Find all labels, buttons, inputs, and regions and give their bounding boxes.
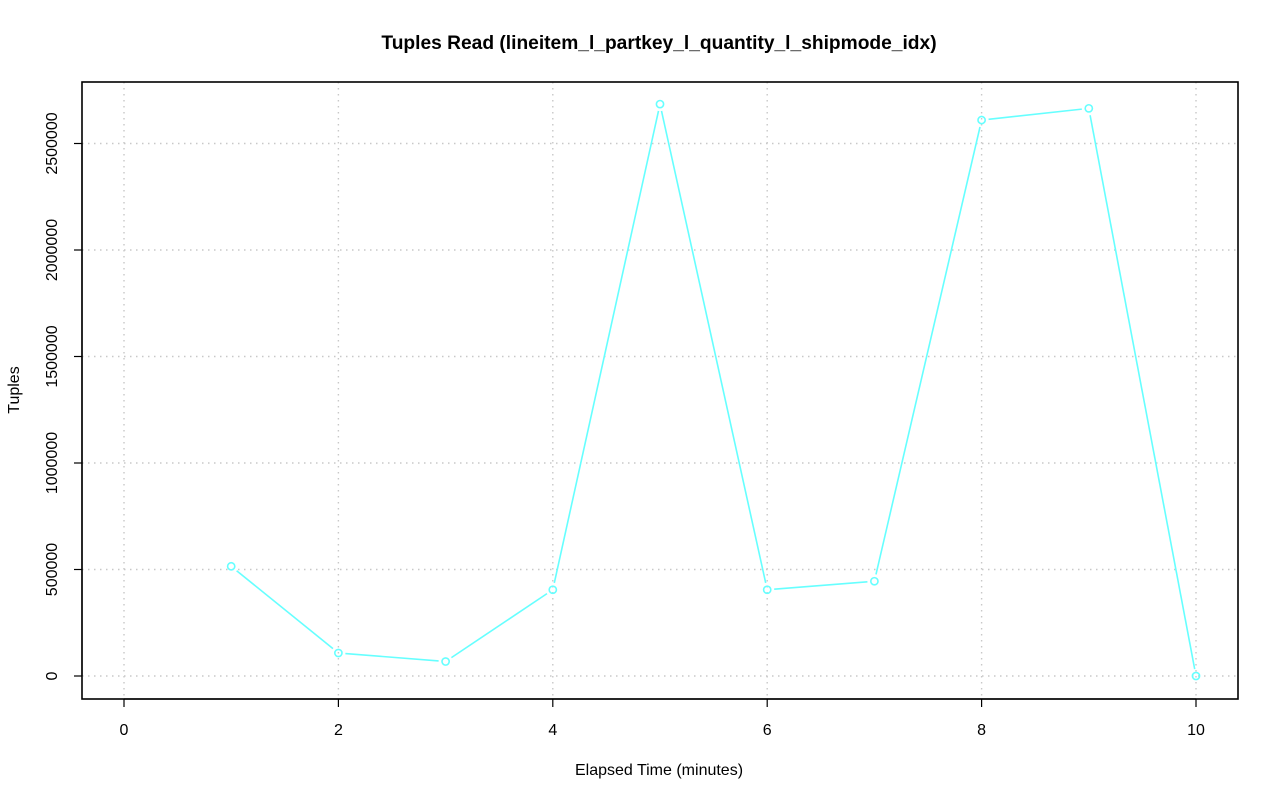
y-tick-label: 2000000 (44, 219, 61, 281)
series-line-segment (774, 580, 868, 590)
series-line-segment (450, 592, 548, 659)
y-axis-label: Tuples (6, 366, 23, 413)
x-tick-label: 8 (977, 722, 986, 739)
grid-lines (82, 82, 1238, 699)
series-line-segment (345, 652, 439, 662)
data-point-marker (977, 115, 986, 125)
data-point-marker (870, 576, 879, 586)
x-tick-label: 4 (548, 722, 557, 739)
x-tick-label: 0 (120, 722, 129, 739)
data-point-marker (548, 585, 558, 595)
plot-frame (81, 81, 1239, 700)
series-line-segment (553, 110, 660, 584)
x-axis-label: Elapsed Time (minutes) (575, 762, 743, 779)
data-point-marker (655, 99, 665, 109)
chart-title: Tuples Read (lineitem_l_partkey_l_quanti… (381, 33, 936, 54)
data-point-marker (441, 657, 450, 666)
y-tick-label: 500000 (44, 543, 61, 596)
x-tick-label: 2 (334, 722, 343, 739)
y-tick-label: 1000000 (44, 432, 61, 494)
y-tick-label: 0 (44, 671, 61, 680)
series-line-segment (660, 110, 767, 584)
data-series (226, 99, 1201, 681)
data-point-marker (1191, 671, 1201, 681)
series-line-segment (1089, 115, 1196, 670)
data-point-marker (226, 561, 236, 571)
x-tick-label: 10 (1187, 722, 1205, 739)
series-line-segment (875, 126, 981, 575)
axes: 0 2 4 6 8 10 0 500000 1000000 1500000 2000000 25000… (44, 112, 1205, 739)
y-tick-label: 1500000 (44, 325, 61, 387)
data-point-marker (762, 585, 772, 595)
series-line-segment (988, 108, 1082, 121)
series-line-segment (236, 570, 334, 650)
y-tick-label: 2500000 (44, 112, 61, 174)
x-tick-label: 6 (763, 722, 772, 739)
data-point-marker (333, 648, 343, 658)
data-point-marker (1084, 103, 1094, 113)
